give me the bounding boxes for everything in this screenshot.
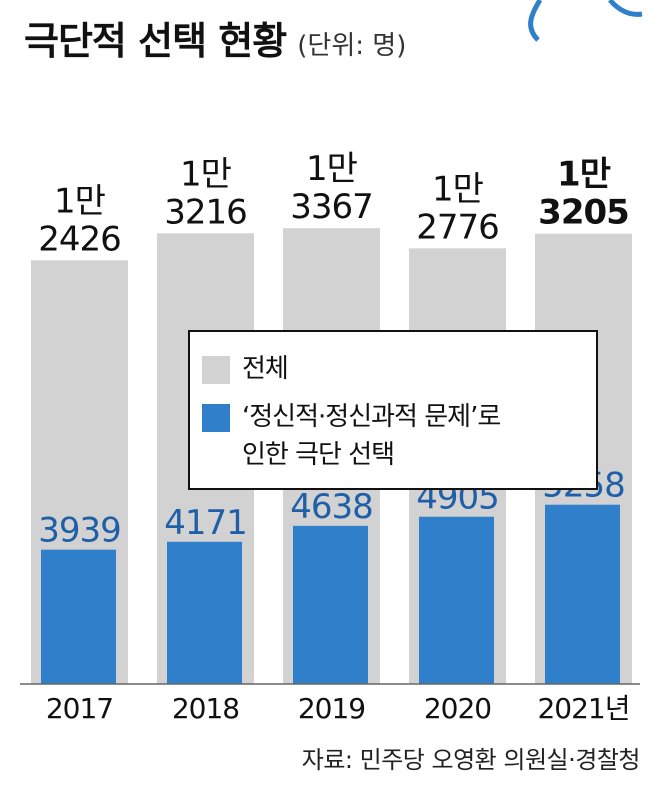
bar-mental-4 <box>545 504 620 684</box>
total-value-label-0: 1만 2426 <box>38 181 121 259</box>
total-value-label-4: 1만 3205 <box>538 155 629 233</box>
legend: 전체 ‘정신적·정신과적 문제’로 인한 극단 선택 <box>188 330 598 490</box>
legend-item-total: 전체 <box>202 350 289 388</box>
title-area: 극단적 선택 현황 (단위: 명) <box>24 10 406 65</box>
legend-item-mental: ‘정신적·정신과적 문제’로 인한 극단 선택 <box>202 398 501 474</box>
year-label-4: 2021년 <box>537 692 629 725</box>
year-label-0: 2017 <box>46 692 113 725</box>
year-label-2: 2019 <box>298 692 365 725</box>
bar-chart: 1만 2426 3939 2017 1만 3216 4171 2018 1만 3367 4638 20… <box>20 149 640 725</box>
legend-label-mental: ‘정신적·정신과적 문제’로 인한 극단 선택 <box>242 402 501 470</box>
deco-stroke-left <box>528 0 543 42</box>
unit-label: (단위: 명) <box>297 31 407 61</box>
year-label-3: 2020 <box>424 692 491 725</box>
total-value-label-3: 1만 2776 <box>416 169 499 247</box>
year-label-1: 2018 <box>172 692 239 725</box>
legend-label-total: 전체 <box>242 354 289 384</box>
total-value-label-2: 1만 3367 <box>290 149 373 227</box>
bar-mental-1 <box>167 541 242 684</box>
mental-value-label-1: 4171 <box>164 503 247 543</box>
bar-mental-0 <box>41 549 116 684</box>
bar-mental-3 <box>419 516 494 684</box>
mental-value-label-0: 3939 <box>38 511 121 551</box>
mental-value-label-2: 4638 <box>290 487 373 527</box>
source-note: 자료: 민주당 오영환 의원실·경찰청 <box>301 746 641 774</box>
deco-stroke-right <box>608 0 643 17</box>
total-value-label-1: 1만 3216 <box>164 154 247 232</box>
bar-mental-2 <box>293 525 368 684</box>
legend-swatch-mental <box>202 404 230 432</box>
legend-swatch-total <box>202 356 230 384</box>
chart-title: 극단적 선택 현황 <box>24 19 287 63</box>
corner-decoration <box>528 0 643 42</box>
